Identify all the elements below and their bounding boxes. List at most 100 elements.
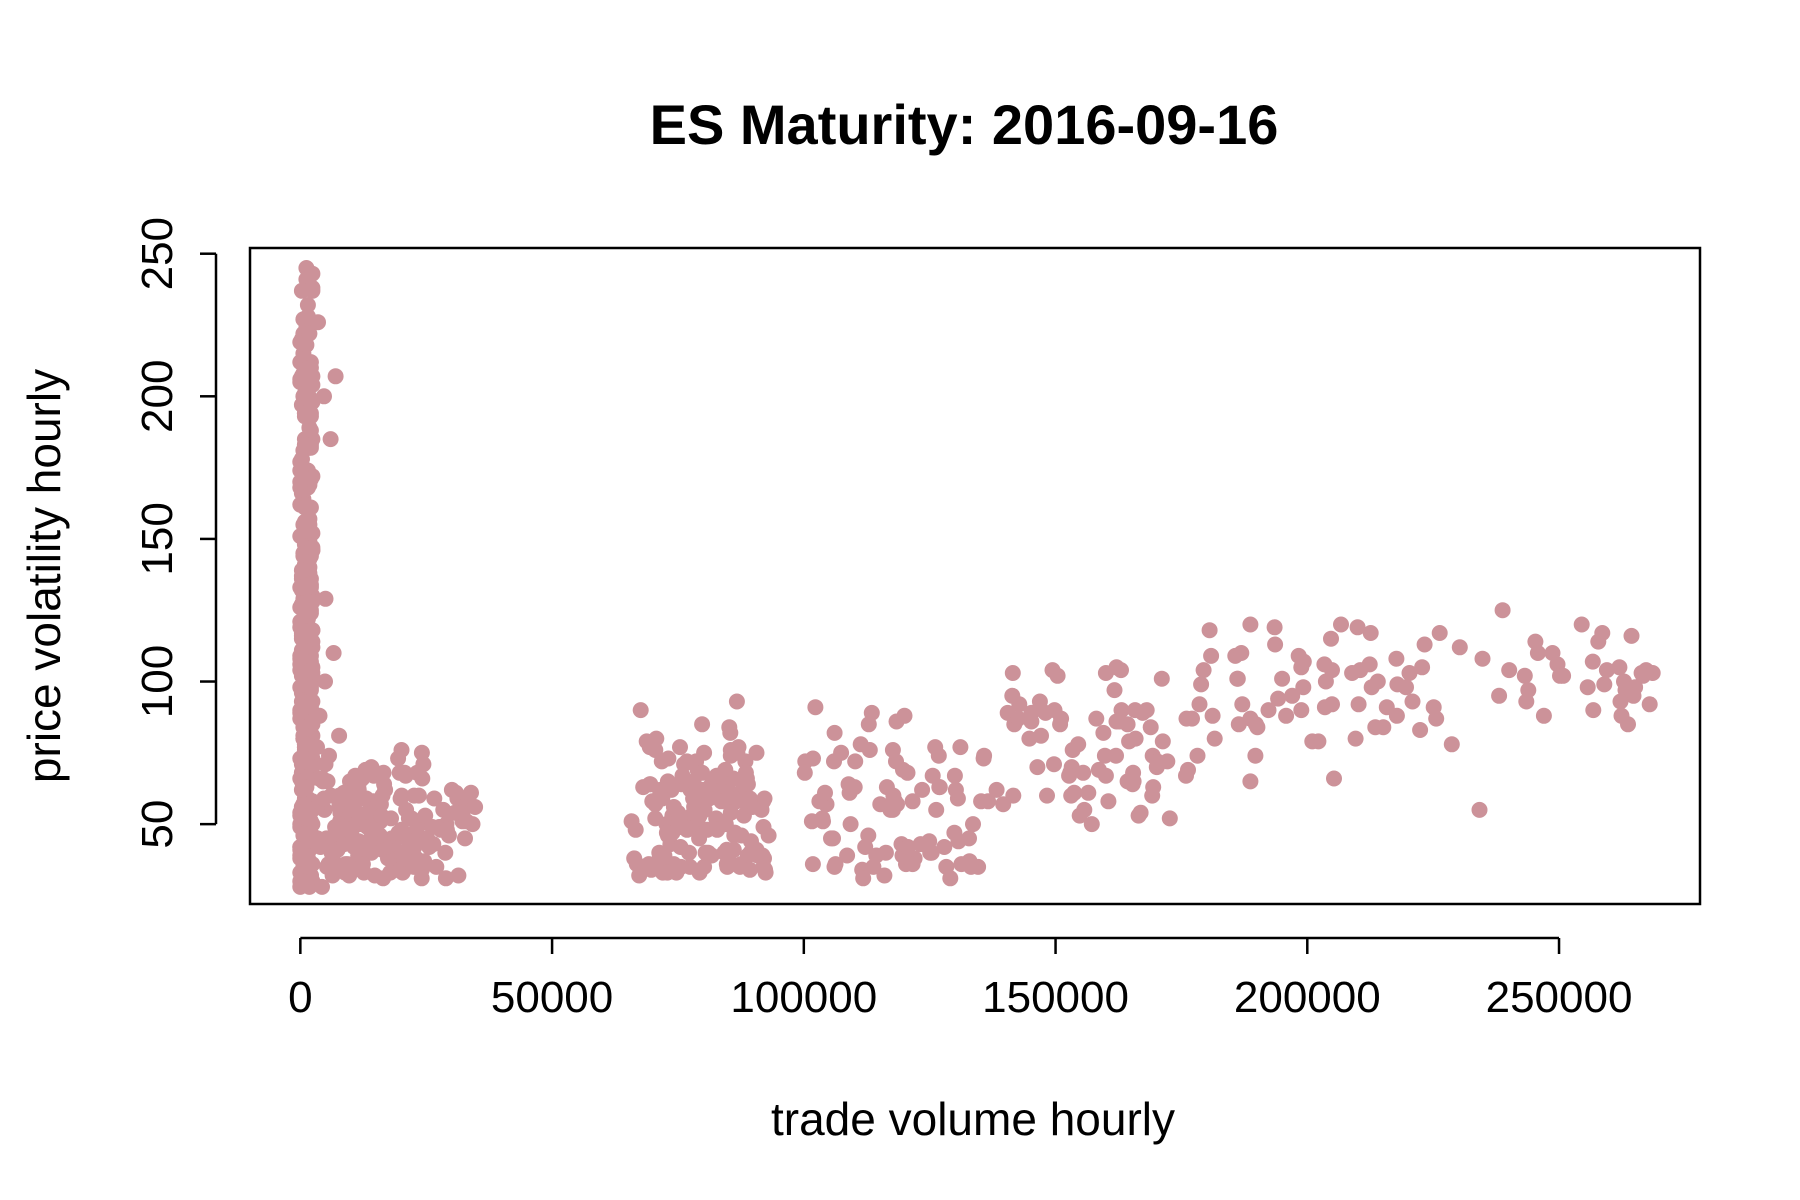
y-tick-label: 200 — [133, 360, 182, 433]
data-point — [748, 744, 765, 761]
data-point — [658, 824, 675, 841]
data-point — [447, 784, 464, 801]
data-point — [1428, 710, 1445, 727]
data-point — [884, 742, 901, 758]
data-point — [722, 742, 739, 758]
data-point — [301, 325, 318, 342]
data-point — [1267, 636, 1284, 653]
data-point — [1611, 659, 1628, 676]
data-point — [965, 816, 981, 833]
plot-frame — [248, 246, 1702, 906]
data-point — [760, 827, 777, 844]
data-point — [299, 810, 316, 827]
data-point — [299, 602, 316, 619]
data-point — [302, 679, 319, 696]
data-point — [914, 781, 931, 798]
data-point — [1579, 679, 1596, 696]
data-point — [1178, 710, 1195, 727]
data-point — [314, 878, 330, 895]
data-point — [847, 753, 864, 770]
data-point — [1414, 659, 1431, 676]
data-point — [1347, 730, 1364, 747]
data-point — [896, 707, 913, 724]
data-point — [339, 856, 356, 873]
data-point — [842, 816, 859, 833]
x-tick-label: 100000 — [730, 973, 877, 1022]
data-point — [743, 833, 759, 850]
data-point — [296, 499, 313, 516]
data-point — [946, 824, 963, 841]
data-point — [1388, 650, 1405, 667]
data-point — [1201, 622, 1218, 639]
data-point — [293, 562, 310, 579]
data-point — [1535, 707, 1552, 724]
data-point — [293, 579, 310, 596]
data-point — [1204, 707, 1221, 724]
data-point — [1193, 676, 1210, 693]
data-point — [660, 750, 677, 767]
data-point — [796, 764, 813, 781]
data-point — [1029, 759, 1046, 776]
data-point — [742, 844, 759, 861]
data-point — [1053, 710, 1070, 727]
data-point — [700, 844, 717, 861]
data-point — [292, 650, 309, 667]
data-point — [1293, 702, 1310, 719]
y-tick-label: 150 — [133, 502, 182, 575]
data-point — [1516, 667, 1533, 684]
data-point — [1142, 719, 1159, 736]
data-point — [674, 767, 691, 784]
data-point — [1046, 756, 1062, 773]
data-point — [708, 767, 725, 784]
data-point — [1378, 699, 1395, 716]
data-point — [1333, 616, 1349, 633]
data-point — [726, 824, 743, 841]
data-point — [1443, 736, 1460, 753]
data-point — [1494, 602, 1511, 619]
data-point — [1369, 673, 1386, 690]
data-point — [1206, 730, 1223, 747]
x-tick-label: 150000 — [982, 973, 1129, 1022]
data-point — [296, 736, 313, 753]
data-point — [1518, 693, 1535, 710]
data-point — [413, 870, 430, 887]
data-point — [1474, 650, 1491, 667]
data-point — [953, 856, 970, 873]
data-point — [310, 314, 326, 331]
data-point — [1124, 776, 1141, 793]
data-point — [390, 750, 407, 767]
data-point — [1191, 696, 1208, 713]
data-point — [718, 856, 735, 873]
data-point — [1349, 619, 1366, 636]
data-point — [659, 864, 676, 881]
data-point — [319, 773, 336, 790]
data-point — [1083, 816, 1100, 833]
data-point — [292, 462, 309, 479]
x-axis: 0 50000 100000 150000 200000 250000 — [288, 936, 1632, 1022]
data-point — [1260, 702, 1277, 719]
data-point — [1203, 647, 1220, 664]
data-point — [1623, 627, 1640, 644]
data-point — [846, 779, 863, 796]
data-point — [741, 790, 758, 807]
data-point — [1362, 625, 1379, 641]
data-point — [1063, 787, 1080, 804]
data-point — [709, 821, 726, 838]
data-point — [309, 739, 325, 756]
data-point — [1096, 747, 1113, 764]
data-point — [1111, 713, 1128, 730]
data-point — [694, 764, 711, 781]
data-point — [1501, 662, 1518, 679]
data-point — [641, 739, 658, 756]
data-point — [1153, 670, 1170, 687]
data-point — [1270, 690, 1287, 707]
data-point — [1242, 773, 1259, 790]
data-point — [296, 436, 313, 453]
data-point — [878, 779, 895, 796]
data-point — [825, 830, 841, 847]
data-point — [373, 807, 390, 824]
data-point — [927, 739, 944, 756]
x-tick-label: 0 — [288, 973, 312, 1022]
data-point — [988, 781, 1005, 798]
